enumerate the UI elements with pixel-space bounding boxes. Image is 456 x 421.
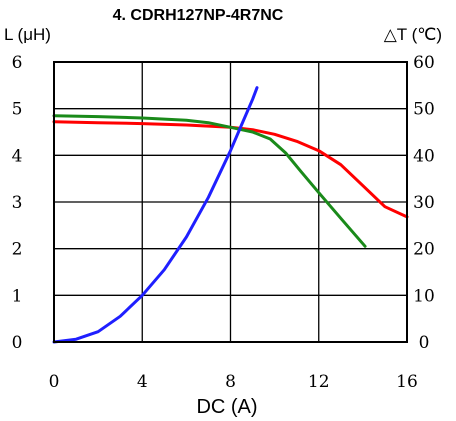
y-left-tick-label-1: 1 (12, 286, 23, 306)
y-left-tick-label-2: 2 (12, 240, 23, 260)
y-right-tick-label-3: 30 (413, 193, 435, 213)
x-tick-label-2: 8 (225, 372, 236, 392)
y-left-tick-label-3: 3 (12, 193, 23, 213)
y-right-tick-label-4: 40 (413, 146, 435, 166)
plot-frame (53, 61, 408, 343)
plot-border (53, 61, 408, 343)
right-axis-label: △T (℃) (384, 25, 442, 44)
y-right-tick-label-0: 0 (419, 333, 430, 353)
series-line-0 (52, 120, 409, 219)
y-right-tick-label-6: 60 (413, 53, 435, 73)
x-tick-label-1: 4 (137, 372, 148, 392)
series-line-1 (52, 114, 367, 248)
y-right-tick-label-5: 50 (413, 100, 435, 120)
x-tick-label-0: 0 (49, 372, 60, 392)
series-line-2 (52, 86, 259, 344)
x-tick-label-4: 16 (396, 372, 418, 392)
left-axis-label: L (μH) (4, 25, 51, 44)
y-left-tick-label-4: 4 (12, 146, 23, 166)
chart-title: 4. CDRH127NP-4R7NC (113, 7, 284, 24)
y-left-tick-label-6: 6 (12, 53, 23, 73)
x-tick-label-3: 12 (308, 372, 330, 392)
y-left-tick-label-5: 5 (12, 100, 23, 120)
y-right-tick-label-1: 10 (413, 286, 435, 306)
data-series (52, 86, 409, 344)
x-axis-label: DC (A) (196, 396, 257, 418)
y-right-tick-label-2: 20 (413, 240, 435, 260)
y-left-tick-label-0: 0 (12, 333, 23, 353)
